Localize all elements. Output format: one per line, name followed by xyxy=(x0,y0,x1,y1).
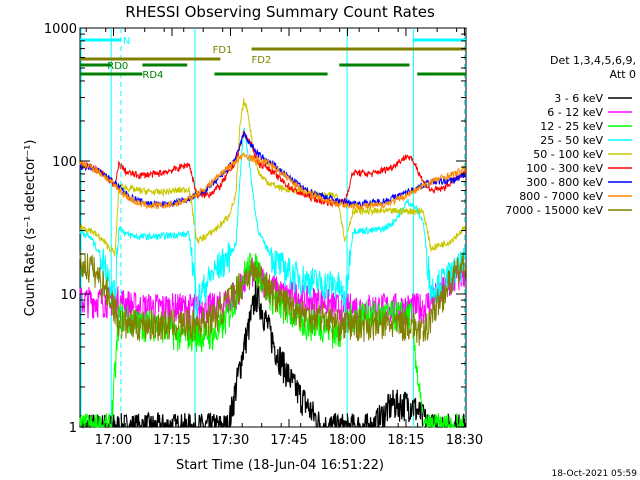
status-bar-label-rd0: RD0 xyxy=(107,61,128,72)
x-tick-label: 18:15 xyxy=(387,433,424,448)
status-bars: N FD1 FD2 RD0 RD4 xyxy=(80,36,466,81)
instrument-state-lines xyxy=(80,28,465,427)
status-bar-label-fd1: FD1 xyxy=(213,45,233,56)
series-line-7000-15000-kev xyxy=(79,249,466,346)
x-tick-label: 18:30 xyxy=(446,433,483,448)
y-tick-label: 1 xyxy=(69,421,77,436)
status-bar-label-fd2: FD2 xyxy=(252,55,272,66)
legend-label-6-12-kev: 6 - 12 keV xyxy=(547,106,603,119)
status-bar-label-n: N xyxy=(123,36,130,47)
series-line-800-7000-kev xyxy=(79,152,466,211)
plot-border xyxy=(79,27,467,428)
plot-frame xyxy=(79,27,467,428)
y-tick-label: 10 xyxy=(60,288,77,303)
legend-label-300-800-kev: 300 - 800 keV xyxy=(526,176,603,189)
y-axis-ticks: 1 10 100 1000 xyxy=(44,22,466,436)
x-tick-label: 18:00 xyxy=(329,433,366,448)
chart-title: RHESSI Observing Summary Count Rates xyxy=(125,3,435,21)
x-tick-label: 17:00 xyxy=(95,433,132,448)
legend-label-50-100-kev: 50 - 100 keV xyxy=(533,148,603,161)
status-bar-label-rd4: RD4 xyxy=(142,70,163,81)
legend-label-7000-15000-kev: 7000 - 15000 keV xyxy=(505,204,603,217)
legend-label-25-50-kev: 25 - 50 keV xyxy=(540,134,603,147)
y-tick-label: 100 xyxy=(52,155,77,170)
x-tick-label: 17:45 xyxy=(270,433,307,448)
series-layer xyxy=(79,98,467,430)
y-axis-title: Count Rate (s⁻¹ detector⁻¹) xyxy=(23,140,38,317)
legend-label-800-7000-kev: 800 - 7000 keV xyxy=(519,190,603,203)
x-tick-label: 17:15 xyxy=(153,433,190,448)
y-tick-label: 1000 xyxy=(44,22,77,37)
legend-label-12-25-kev: 12 - 25 keV xyxy=(540,120,603,133)
x-axis-title: Start Time (18-Jun-04 16:51:22) xyxy=(176,458,384,473)
x-tick-label: 17:30 xyxy=(212,433,249,448)
footer-timestamp: 18-Oct-2021 05:59 xyxy=(552,469,638,479)
series-line-50-100-kev xyxy=(79,98,466,257)
series-line-25-50-kev xyxy=(79,127,466,317)
legend-header: Att 0 xyxy=(610,68,636,81)
legend-label-100-300-kev: 100 - 300 keV xyxy=(526,162,603,175)
legend-header: Det 1,3,4,5,6,9, xyxy=(550,54,636,67)
x-axis-ticks: 17:00 17:15 17:30 17:45 18:00 18:15 18:30 xyxy=(85,28,483,448)
legend-label-3-6-kev: 3 - 6 keV xyxy=(554,92,603,105)
